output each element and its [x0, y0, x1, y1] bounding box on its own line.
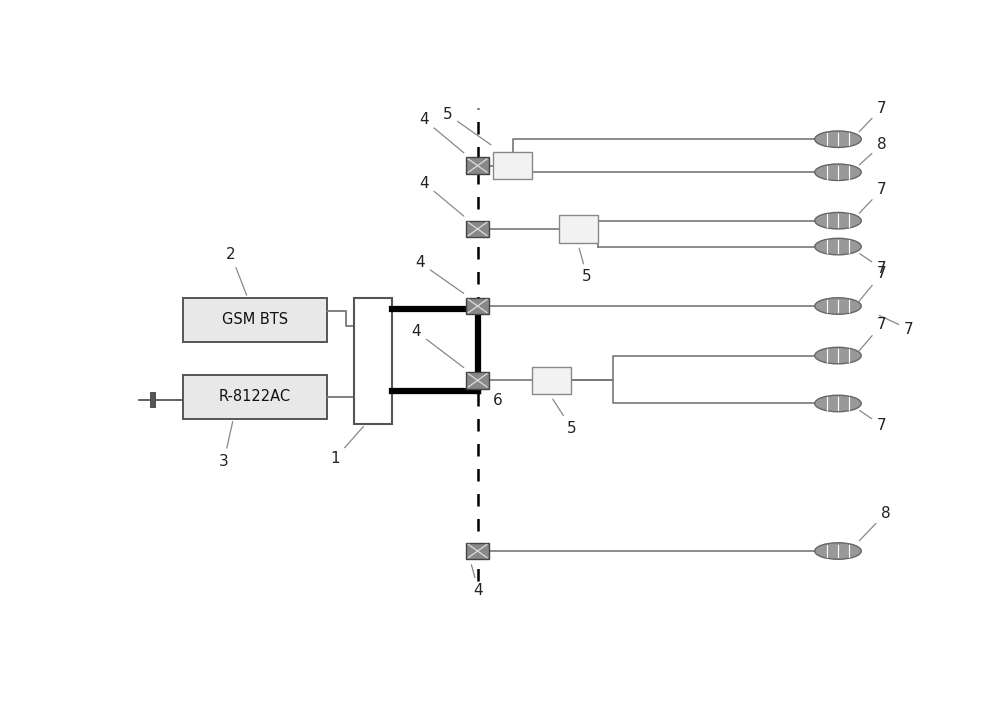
Text: 8: 8 [859, 137, 886, 165]
Text: 5: 5 [443, 107, 491, 144]
FancyBboxPatch shape [466, 157, 489, 174]
FancyBboxPatch shape [466, 372, 489, 388]
Text: 2: 2 [226, 247, 247, 295]
Ellipse shape [815, 395, 861, 412]
Text: 3: 3 [219, 422, 233, 468]
FancyBboxPatch shape [183, 297, 326, 342]
Ellipse shape [815, 297, 861, 315]
FancyBboxPatch shape [466, 221, 489, 237]
Text: 7: 7 [859, 317, 886, 351]
Text: 5: 5 [553, 399, 576, 435]
Text: 1: 1 [330, 426, 363, 466]
FancyBboxPatch shape [466, 543, 489, 559]
FancyBboxPatch shape [559, 215, 598, 242]
Text: 7: 7 [859, 101, 886, 132]
Text: 7: 7 [860, 254, 886, 276]
FancyBboxPatch shape [354, 297, 392, 425]
FancyBboxPatch shape [466, 297, 489, 315]
Ellipse shape [815, 347, 861, 364]
Ellipse shape [815, 131, 861, 147]
Text: 4: 4 [412, 325, 464, 368]
Ellipse shape [815, 164, 861, 180]
Text: 7: 7 [879, 315, 914, 337]
Text: 7: 7 [859, 267, 886, 301]
Text: 5: 5 [579, 248, 592, 285]
Text: 7: 7 [860, 410, 886, 433]
Text: 4: 4 [420, 176, 464, 216]
Text: 4: 4 [471, 565, 483, 598]
Text: 4: 4 [416, 255, 464, 293]
Text: 4: 4 [420, 112, 464, 153]
Text: 7: 7 [859, 182, 886, 213]
Ellipse shape [815, 238, 861, 255]
FancyBboxPatch shape [532, 367, 571, 394]
Text: GSM BTS: GSM BTS [222, 312, 288, 327]
Text: R-8122AC: R-8122AC [219, 390, 291, 405]
Text: 8: 8 [859, 506, 890, 541]
Ellipse shape [815, 212, 861, 229]
Text: 6: 6 [493, 393, 503, 408]
Ellipse shape [815, 543, 861, 559]
FancyBboxPatch shape [493, 152, 532, 179]
FancyBboxPatch shape [183, 375, 326, 419]
